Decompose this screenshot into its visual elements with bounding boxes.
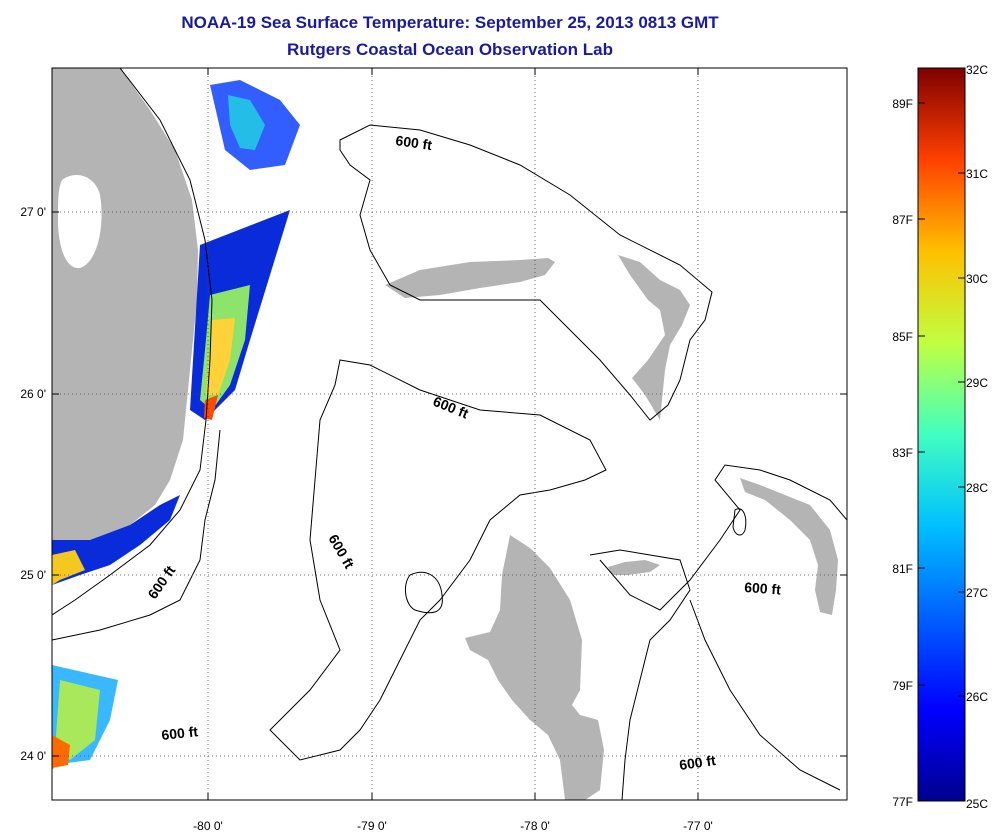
- map-title: NOAA-19 Sea Surface Temperature: Septemb…: [181, 13, 719, 32]
- andros-land: [465, 535, 604, 800]
- x-tick-label: -78 0': [520, 819, 550, 833]
- colorbar: 32C 31C 30C 29C 28C 27C 26C 25C 89F 87F …: [892, 63, 988, 811]
- map-frame: [51, 67, 848, 801]
- lake-okeechobee: [58, 175, 102, 269]
- colorbar-celsius-label: 28C: [966, 481, 988, 495]
- abaco-land: [618, 255, 690, 420]
- x-tick-label: -79 0': [357, 819, 387, 833]
- colorbar-celsius-label: 29C: [966, 376, 988, 390]
- map-panel: 600 ft 600 ft 600 ft 600 ft 600 ft 600 f…: [52, 68, 847, 800]
- x-tick-label: -77 0': [683, 819, 713, 833]
- grand-bahama-land: [385, 258, 555, 298]
- y-tick-label: 27 0': [20, 205, 46, 219]
- colorbar-fahrenheit-label: 79F: [892, 679, 913, 693]
- colorbar-celsius-label: 27C: [966, 586, 988, 600]
- colorbar-celsius-label: 32C: [966, 63, 988, 77]
- contour-label: 600 ft: [744, 579, 782, 598]
- colorbar-fahrenheit-label: 81F: [892, 562, 913, 576]
- colorbar-fahrenheit-label: 83F: [892, 446, 913, 460]
- colorbar-celsius-label: 26C: [966, 690, 988, 704]
- colorbar-fahrenheit-label: 85F: [892, 330, 913, 344]
- new-providence-land: [608, 560, 660, 575]
- y-tick-label: 26 0': [20, 387, 46, 401]
- eleuthera-land: [740, 478, 838, 615]
- sst-swath: [52, 80, 300, 768]
- contour-label: 600 ft: [395, 132, 434, 153]
- colorbar-fahrenheit-label: 89F: [892, 97, 913, 111]
- contour-label: 600 ft: [161, 723, 199, 743]
- colorbar-fahrenheit-label: 77F: [892, 795, 913, 809]
- colorbar-gradient: [917, 67, 966, 802]
- depth-contours: [52, 68, 847, 800]
- colorbar-fahrenheit-label: 87F: [892, 213, 913, 227]
- x-tick-label: -80 0': [193, 819, 223, 833]
- grid-lines: [52, 68, 847, 800]
- contour-label: 600 ft: [678, 752, 717, 773]
- map-ticks: [52, 68, 847, 800]
- colorbar-celsius-label: 30C: [966, 272, 988, 286]
- map-subtitle: Rutgers Coastal Ocean Observation Lab: [287, 40, 613, 59]
- colorbar-celsius-label: 25C: [966, 797, 988, 811]
- y-tick-label: 24 0': [20, 749, 46, 763]
- y-tick-label: 25 0': [20, 568, 46, 582]
- colorbar-celsius-label: 31C: [966, 167, 988, 181]
